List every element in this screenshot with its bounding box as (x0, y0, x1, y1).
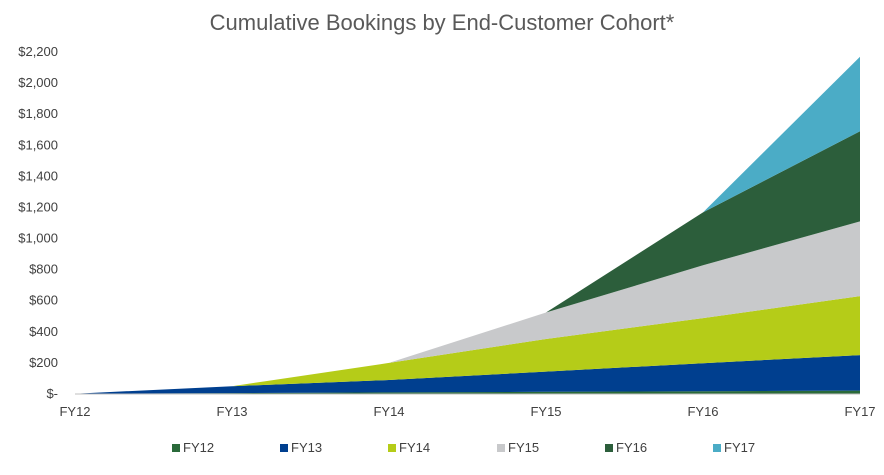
y-tick-label: $400 (29, 324, 58, 339)
y-tick-label: $600 (29, 293, 58, 308)
y-tick-label: $2,200 (18, 44, 58, 59)
y-tick-label: $1,600 (18, 137, 58, 152)
x-tick-label: FY13 (216, 404, 247, 419)
y-tick-label: $1,800 (18, 106, 58, 121)
x-tick-label: FY12 (59, 404, 90, 419)
x-tick-label: FY17 (844, 404, 875, 419)
legend-swatch (497, 443, 505, 452)
legend-item: FY14 (388, 440, 430, 455)
y-tick-label: $1,400 (18, 168, 58, 183)
area-series-fy17 (703, 56, 860, 213)
legend-label: FY15 (508, 440, 540, 455)
x-tick-label: FY14 (373, 404, 404, 419)
y-tick-label: $200 (29, 355, 58, 370)
legend-label: FY12 (183, 440, 215, 455)
area-series-fy15 (389, 221, 860, 363)
legend-label: FY13 (291, 440, 323, 455)
y-tick-label: $2,000 (18, 75, 58, 90)
x-tick-label: FY15 (530, 404, 561, 419)
legend-swatch (280, 443, 288, 452)
y-tick-label: $1,200 (18, 199, 58, 214)
legend-swatch (172, 443, 180, 452)
y-tick-label: $1,000 (18, 231, 58, 246)
area-series-fy16 (546, 131, 860, 313)
legend-label: FY14 (399, 440, 431, 455)
legend-label: FY16 (616, 440, 648, 455)
legend-swatch (388, 443, 396, 452)
legend-swatch (713, 443, 721, 452)
legend-item: FY17 (713, 440, 755, 455)
legend-label: FY17 (724, 440, 756, 455)
y-tick-label: $800 (29, 262, 58, 277)
x-tick-label: FY16 (687, 404, 718, 419)
area-series-fy14 (232, 296, 860, 387)
chart-title: Cumulative Bookings by End-Customer Coho… (209, 10, 675, 35)
y-tick-label: $- (46, 386, 58, 401)
legend-item: FY12 (172, 440, 214, 455)
legend-item: FY15 (497, 440, 539, 455)
legend-item: FY13 (280, 440, 322, 455)
legend-item: FY16 (605, 440, 647, 455)
legend: FY12 FY13 FY14 FY15 FY16 FY17 (0, 440, 884, 460)
legend-swatch (605, 443, 613, 452)
area-series-fy12 (75, 390, 860, 394)
area-series-fy13 (75, 355, 860, 394)
